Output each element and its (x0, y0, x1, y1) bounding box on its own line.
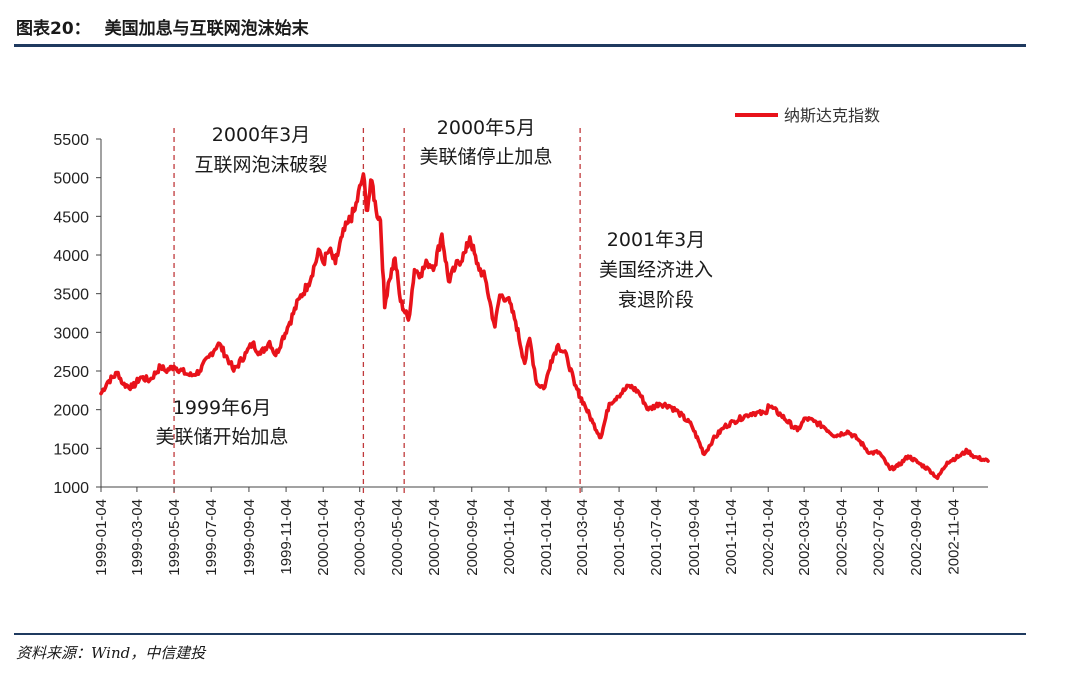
x-axis: 1999-01-04 1999-03-04 1999-05-04 1999-07-04… (93, 486, 988, 576)
figure-title: 图表20： 美国加息与互联网泡沫始末 (16, 14, 1026, 39)
y-tick-label: 2500 (53, 364, 89, 381)
x-tick-label: 2001-11-04 (723, 499, 740, 575)
annotation-label: 2000年5月 (437, 117, 535, 139)
header-rule (14, 44, 1026, 47)
x-tick-label: 2001-03-04 (574, 499, 591, 576)
x-tick-label: 2000-09-04 (464, 499, 481, 576)
x-tick-label: 2002-01-04 (760, 499, 777, 576)
x-tick-label: 2002-09-04 (908, 499, 925, 576)
x-tick-label: 2000-05-04 (389, 499, 406, 576)
y-axis: 1000 1500 2000 2500 3000 3500 4000 4500 5000 5500 (53, 132, 102, 497)
x-tick-label: 1999-01-04 (93, 499, 110, 576)
x-tick-label: 1999-07-04 (203, 499, 220, 576)
x-tick-label: 2002-11-04 (945, 499, 962, 575)
x-tick-label: 2000-07-04 (426, 499, 443, 576)
x-tick-label: 2000-11-04 (501, 499, 518, 575)
x-tick-label: 2001-09-04 (686, 499, 703, 576)
x-tick-label: 1999-05-04 (166, 499, 183, 576)
y-tick-label: 1000 (53, 480, 89, 497)
y-tick-label: 4000 (53, 248, 89, 265)
y-tick-label: 3500 (53, 287, 89, 304)
x-tick-label: 2000-01-04 (315, 499, 332, 576)
y-tick-label: 2000 (53, 403, 89, 420)
source-note: 资料来源：Wind，中信建投 (16, 644, 206, 662)
x-tick-label: 2001-07-04 (648, 499, 665, 576)
x-tick-label: 2000-03-04 (352, 499, 369, 576)
y-tick-label: 5000 (53, 171, 89, 188)
y-tick-label: 4500 (53, 209, 89, 226)
annotation-label: 互联网泡沫破裂 (194, 154, 327, 176)
x-tick-label: 2001-05-04 (611, 499, 628, 576)
y-tick-label: 1500 (53, 441, 89, 458)
x-tick-label: 2002-05-04 (833, 499, 850, 576)
x-tick-label: 2001-01-04 (538, 499, 555, 576)
x-tick-label: 1999-11-04 (278, 499, 295, 575)
series-layer (99, 172, 990, 480)
annotation-label: 美联储停止加息 (419, 146, 552, 168)
y-tick-label: 3000 (53, 325, 89, 342)
annotation-label: 2000年3月 (212, 124, 310, 146)
annotation-label: 美联储开始加息 (155, 426, 288, 448)
x-tick-label: 1999-09-04 (241, 499, 258, 576)
figure-number: 图表20： (16, 19, 91, 39)
x-tick-label: 2002-03-04 (796, 499, 813, 576)
annotation-label: 美国经济进入 (599, 259, 713, 281)
x-tick-label: 1999-03-04 (129, 499, 146, 576)
nasdaq-series-line (99, 172, 990, 480)
y-tick-label: 5500 (53, 132, 89, 149)
figure-title-text: 美国加息与互联网泡沫始末 (104, 19, 309, 39)
annotation-label: 1999年6月 (173, 397, 271, 419)
footer-rule (14, 633, 1026, 635)
legend: 纳斯达克指数 (735, 106, 880, 125)
legend-label: 纳斯达克指数 (784, 106, 880, 125)
x-tick-label: 2002-07-04 (870, 499, 887, 576)
annotation-label: 衰退阶段 (618, 289, 694, 311)
annotation-label: 2001年3月 (607, 229, 705, 251)
